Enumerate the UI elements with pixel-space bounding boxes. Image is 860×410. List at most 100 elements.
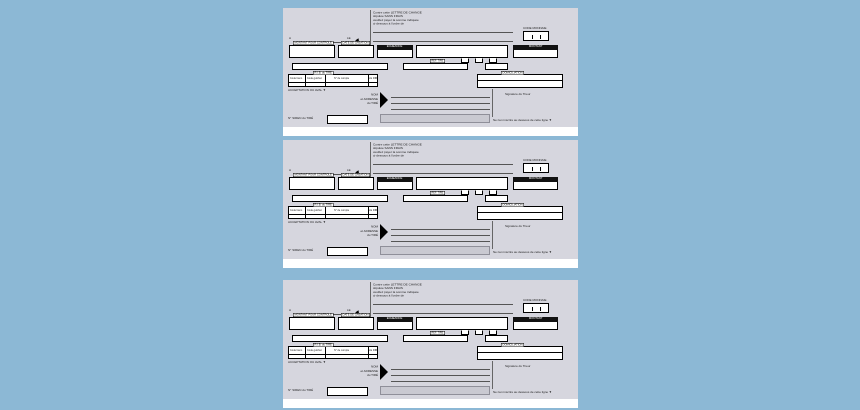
order-line-1[interactable] xyxy=(373,164,513,165)
echeance-header: ÉCHÉANCE xyxy=(377,177,413,182)
order-line-2[interactable] xyxy=(373,40,513,42)
signature-divider-line xyxy=(492,221,493,249)
footer-note: Ne rien inscrire au dessous de cette lig… xyxy=(493,119,552,122)
order-line-1[interactable] xyxy=(373,304,513,305)
echeance-header: ÉCHÉANCE xyxy=(377,45,413,50)
ref-tire-box[interactable] xyxy=(416,45,508,63)
order-line-2[interactable] xyxy=(373,312,513,314)
header-line-2: stipulée SANS FRAIS xyxy=(373,286,403,291)
form-header-text: Contre cette LETTRE DE CHANGE stipulée S… xyxy=(373,11,483,26)
blank-field-box-3[interactable] xyxy=(485,63,508,70)
blank-field-box-2[interactable] xyxy=(403,195,468,202)
arrow-right-icon xyxy=(380,364,388,380)
siren-box[interactable] xyxy=(327,386,368,396)
address-line-2[interactable] xyxy=(391,235,490,236)
rib-column-separator xyxy=(325,207,326,218)
rib-table[interactable]: Code banc. Code guichet N° de compte clé… xyxy=(288,206,378,219)
arrow-right-icon xyxy=(380,92,388,108)
ref-tire-label: RÉF. TIRÉ xyxy=(430,330,445,335)
tire-address-caption: NOM et ADRESSE du TIRÉ xyxy=(356,225,378,238)
rib-table[interactable]: Code banc. Code guichet N° de compte clé… xyxy=(288,346,378,359)
date-creation-box[interactable] xyxy=(338,177,374,190)
code-monnaie-tick xyxy=(540,167,541,171)
montant-controle-label: MONTANT POUR CONTRÔLE xyxy=(293,41,334,46)
address-line-3[interactable] xyxy=(391,241,490,242)
blank-field-box-2[interactable] xyxy=(403,63,468,70)
domiciliation-label: DOMICILIATION xyxy=(501,342,525,347)
ocr-notch xyxy=(489,189,497,195)
code-monnaie-tick xyxy=(532,35,533,39)
rib-col-code-guichet: Code guichet xyxy=(307,348,322,352)
ocr-notch xyxy=(475,57,483,63)
siren-box[interactable] xyxy=(327,114,368,124)
code-monnaie-label: CODE MONNAIE xyxy=(523,158,547,162)
address-line-2[interactable] xyxy=(391,103,490,104)
rib-column-separator xyxy=(368,207,369,218)
address-line-3[interactable] xyxy=(391,109,490,110)
address-line-1[interactable] xyxy=(391,369,490,370)
rib-col-cle-rib: clé RIB xyxy=(369,348,378,352)
ref-tire-box[interactable] xyxy=(416,317,508,335)
ref-tire-label: RÉF. TIRÉ xyxy=(430,58,445,63)
address-line-2[interactable] xyxy=(391,375,490,376)
montant-box[interactable]: MONTANT xyxy=(513,177,558,190)
rib-table[interactable]: Code banc. Code guichet N° de compte clé… xyxy=(288,74,378,87)
date-creation-box[interactable] xyxy=(338,317,374,330)
signature-divider-line xyxy=(492,361,493,389)
tire-caption-line-2: et ADRESSE xyxy=(360,97,378,101)
blank-field-box-1[interactable] xyxy=(292,335,388,342)
signature-label: Signature du Tireur xyxy=(505,365,531,368)
tire-address-caption: NOM et ADRESSE du TIRÉ xyxy=(356,365,378,378)
code-monnaie-box[interactable] xyxy=(523,303,549,313)
ocr-notch xyxy=(475,329,483,335)
footer-note: Ne rien inscrire au dessous de cette lig… xyxy=(493,391,552,394)
form-header-text: Contre cette LETTRE DE CHANGE stipulée S… xyxy=(373,143,483,158)
blank-field-box-1[interactable] xyxy=(292,63,388,70)
echeance-box[interactable]: ÉCHÉANCE xyxy=(377,45,413,58)
blank-field-box-3[interactable] xyxy=(485,195,508,202)
domiciliation-box[interactable] xyxy=(477,74,563,88)
code-monnaie-tick xyxy=(540,35,541,39)
domiciliation-box[interactable] xyxy=(477,206,563,220)
reserved-zone xyxy=(380,246,490,255)
blank-field-box-2[interactable] xyxy=(403,335,468,342)
echeance-box[interactable]: ÉCHÉANCE xyxy=(377,317,413,330)
montant-box[interactable]: MONTANT xyxy=(513,45,558,58)
signature-divider-line xyxy=(492,89,493,117)
blank-field-box-1[interactable] xyxy=(292,195,388,202)
echeance-label: ÉCHÉANCE xyxy=(387,45,403,48)
address-line-1[interactable] xyxy=(391,229,490,230)
address-line-1[interactable] xyxy=(391,97,490,98)
domiciliation-rule xyxy=(478,352,562,353)
paper-white-strip xyxy=(283,259,578,268)
code-monnaie-label: CODE MONNAIE xyxy=(523,26,547,30)
date-creation-box[interactable] xyxy=(338,45,374,58)
address-line-3[interactable] xyxy=(391,381,490,382)
montant-controle-box[interactable] xyxy=(289,45,335,58)
ref-tire-box[interactable] xyxy=(416,177,508,195)
paper-white-strip xyxy=(283,399,578,408)
echeance-box[interactable]: ÉCHÉANCE xyxy=(377,177,413,190)
date-label: LE xyxy=(347,36,351,40)
rib-header-rule xyxy=(289,354,377,355)
order-line-1[interactable] xyxy=(373,32,513,33)
tire-caption-line-2: et ADRESSE xyxy=(360,369,378,373)
code-monnaie-tick xyxy=(532,167,533,171)
montant-controle-box[interactable] xyxy=(289,177,335,190)
siren-box[interactable] xyxy=(327,246,368,256)
code-monnaie-tick xyxy=(532,307,533,311)
ocr-notch xyxy=(475,189,483,195)
order-line-2[interactable] xyxy=(373,172,513,174)
code-monnaie-box[interactable] xyxy=(523,31,549,41)
montant-box[interactable]: MONTANT xyxy=(513,317,558,330)
montant-controle-box[interactable] xyxy=(289,317,335,330)
blank-field-box-3[interactable] xyxy=(485,335,508,342)
domiciliation-box[interactable] xyxy=(477,346,563,360)
domiciliation-label: DOMICILIATION xyxy=(501,202,525,207)
rib-tire-label: R.I.B. du TIRÉ xyxy=(313,70,334,75)
header-line-1: Contre cette LETTRE DE CHANGE xyxy=(373,11,422,15)
code-monnaie-box[interactable] xyxy=(523,163,549,173)
header-line-4: ci-dessous à l'ordre de xyxy=(373,294,405,298)
siren-label: N° SIREN du TIRÉ xyxy=(288,117,314,120)
